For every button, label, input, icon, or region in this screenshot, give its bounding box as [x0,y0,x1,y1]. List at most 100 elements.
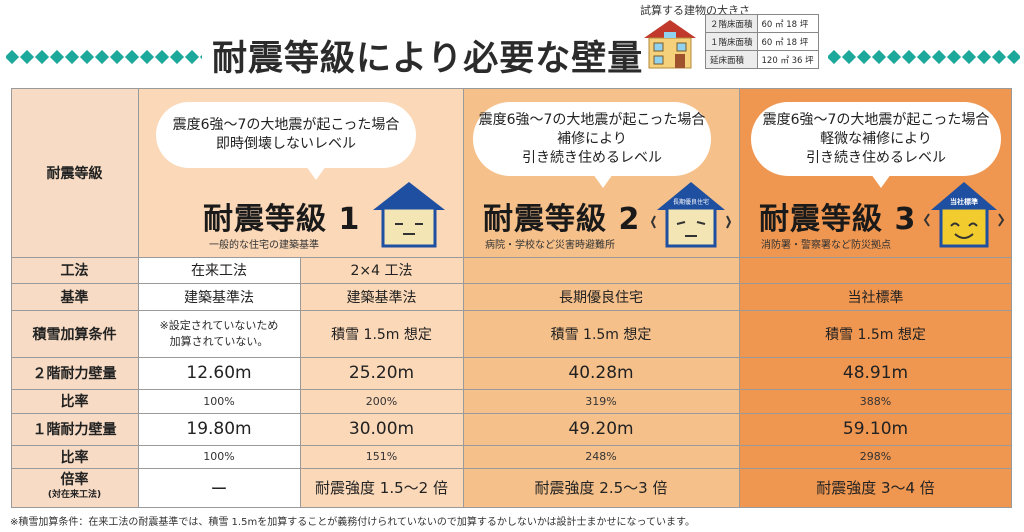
size-label: ２階床面積 [705,14,758,33]
footnote: ※積雪加算条件：在来工法の耐震基準では、積雪 1.5mを加算することが義務付けら… [10,517,696,528]
bubble-text: 即時倒壊しないレベル [216,136,356,152]
grade3-bubble: 震度6強〜7の大地震が起こった場合 軽微な補修により 引き続き住めるレベル [751,102,1001,188]
standard-value: 当社標準 [847,289,904,306]
grade3-title: 耐震等級 3 [759,202,917,237]
label-column [11,88,138,508]
diamond-decoration [124,50,140,64]
diamond-decoration [139,50,155,64]
ratio-1f-value: 100% [203,450,235,463]
bubble-text: 補修により [557,130,627,147]
diamond-decoration [841,50,857,64]
row-label-wall-2f: ２階耐力壁量 [32,366,117,382]
snow-value: 積雪 1.5m 想定 [825,326,926,343]
snow-note-line: ※設定されていないため [159,318,279,332]
diamond-decoration [916,50,932,64]
bubble-text: 震度6強〜7の大地震が起こった場合 [172,117,400,133]
wall-1f-value: 19.80m [186,419,252,439]
ratio-2f-value: 100% [203,394,235,408]
method-value: 在来工法 [191,263,247,279]
diamond-decoration [94,50,110,64]
standard-value: 長期優良住宅 [559,289,643,306]
wall-1f-value: 59.10m [842,419,909,439]
row-label-ratio-1f: 比率 [60,449,89,466]
snow-note-line: 加算されていない。 [169,334,269,348]
diamond-decoration [991,50,1007,64]
wall-2f-value: 12.60m [186,363,252,383]
diamond-decoration [169,50,185,64]
ratio-2f-value: 319% [585,394,617,408]
diamond-decoration [828,50,842,64]
multiple-sublabel: (対在来工法) [47,489,102,500]
size-value: 60 ㎡ 18 坪 [756,14,819,33]
size-caption: 試算する建物の大きさ [640,4,750,17]
ratio-2f-value: 200% [365,394,398,408]
bubble-text: 引き続き住めるレベル [806,149,946,166]
multiple-value: 耐震強度 2.5〜3 倍 [534,479,668,497]
bubble-text: 震度6強〜7の大地震が起こった場合 [762,111,990,128]
wall-1f-value: 30.00m [348,419,415,439]
house-calm-icon [373,182,445,248]
house-shaking-icon: 長期優良住宅 [651,182,731,248]
row-label-ratio-2f: 比率 [60,394,89,410]
wall-2f-value: 48.91m [842,363,909,383]
diamond-decoration [856,50,872,64]
column-2x4 [300,257,463,508]
diamond-decoration [6,50,20,64]
diamond-decoration [79,50,95,64]
decorative-diamonds-left [6,50,202,64]
size-value: 60 ㎡ 18 坪 [756,32,819,51]
wall-1f-value: 49.20m [568,419,634,439]
method-value: 2×4 工法 [350,263,413,279]
multiple-value: 耐震強度 3〜4 倍 [816,479,935,497]
ratio-1f-value: 151% [365,450,398,463]
multiple-value: 耐震強度 1.5〜2 倍 [315,479,448,497]
standard-value: 建築基準法 [184,289,254,306]
diamond-decoration [154,50,170,64]
snow-note: ※設定されていないため 加算されていない。 [138,310,300,357]
row-label-wall-1f: １階耐力壁量 [32,422,117,438]
diamond-decoration [931,50,947,64]
standard-value: 建築基準法 [346,289,417,306]
column-conventional [138,257,300,508]
decorative-diamonds-right [828,50,1020,64]
grade1-title: 耐震等級 1 [203,202,361,237]
ratio-1f-value: 248% [585,450,617,463]
diamond-decoration [19,50,35,64]
diamond-decoration [49,50,65,64]
diamond-decoration [199,50,202,64]
size-value: 120 ㎡ 36 坪 [756,50,819,69]
multiple-label: 倍率 [60,471,89,488]
building-size-table: ２階床面積 60 ㎡ 18 坪 １階床面積 60 ㎡ 18 坪 延床面積 120 ㎡ … [705,14,819,69]
row-label-snow: 積雪加算条件 [32,326,117,343]
ratio-1f-value: 298% [859,450,892,463]
diamond-decoration [871,50,887,64]
building-icon [644,20,696,69]
row-label-method: 工法 [60,263,89,279]
grade2-title: 耐震等級 2 [483,202,641,237]
grade1-bubble: 震度6強〜7の大地震が起こった場合 即時倒壊しないレベル [156,102,416,180]
grade1-subtitle: 一般的な住宅の建築基準 [209,240,319,251]
row-label-multiple: 倍率 (対在来工法) [11,468,138,507]
page-title: 耐震等級により必要な壁量 [212,39,644,79]
house-badge: 長期優良住宅 [673,198,709,206]
grade2-subtitle: 病院・学校など災害時避難所 [485,240,615,251]
bubble-text: 震度6強〜7の大地震が起こった場合 [478,111,706,128]
seismic-grade-table: 震度6強〜7の大地震が起こった場合 即時倒壊しないレベル 耐震等級 1 一般的な… [11,88,1012,508]
bubble-text: 引き続き住めるレベル [522,149,662,166]
diamond-decoration [1006,50,1020,64]
ratio-2f-value: 388% [859,394,892,408]
row-label-grade: 耐震等級 [46,165,103,182]
wall-2f-value: 25.20m [348,363,415,383]
diamond-decoration [976,50,992,64]
house-badge: 当社標準 [950,197,978,206]
grade2-bubble: 震度6強〜7の大地震が起こった場合 補修により 引き続き住めるレベル [473,102,711,188]
row-label-standard: 基準 [60,289,89,306]
snow-value: 積雪 1.5m 想定 [550,326,652,343]
size-label: 延床面積 [705,50,758,69]
wall-2f-value: 40.28m [568,363,634,383]
snow-value: 積雪 1.5m 想定 [331,326,432,343]
multiple-value: ー [210,480,228,500]
diamond-decoration [946,50,962,64]
diamond-decoration [34,50,50,64]
size-label: １階床面積 [705,32,758,51]
